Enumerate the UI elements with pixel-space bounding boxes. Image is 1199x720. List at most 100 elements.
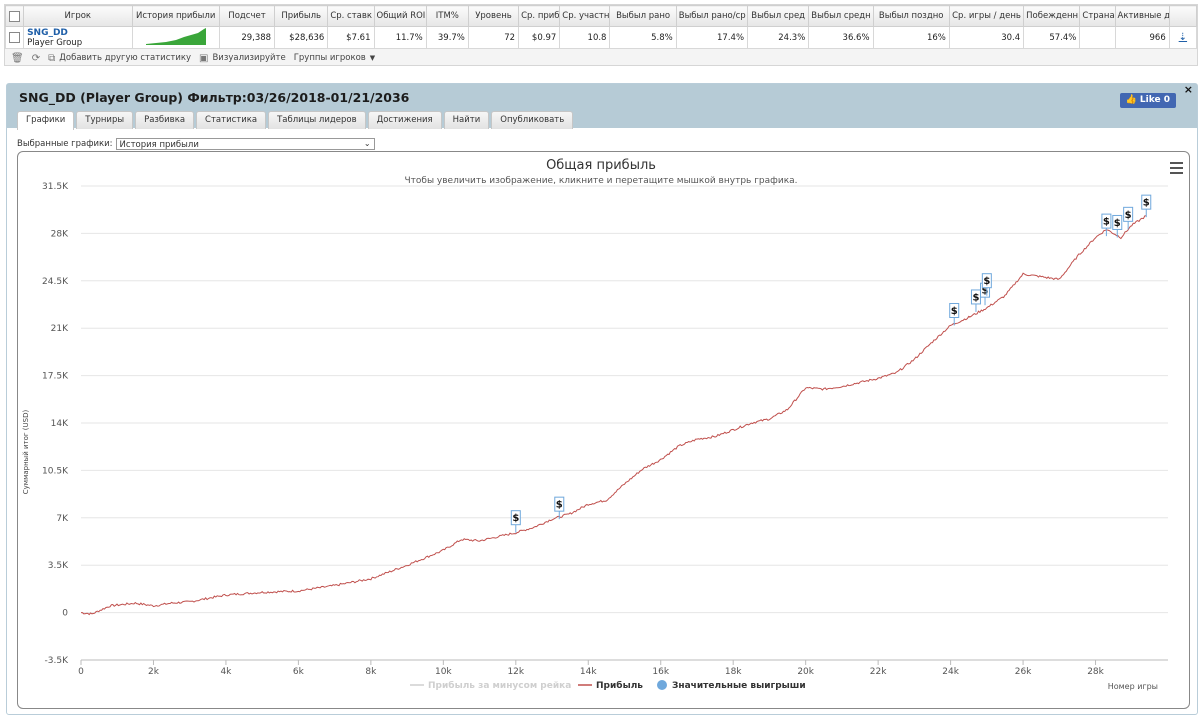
tab-charts[interactable]: Графики [17, 111, 75, 130]
chart-selector-value: История прибыли [119, 140, 199, 150]
col-header[interactable]: Прибыль [274, 5, 329, 27]
col-header[interactable]: Страна [1079, 5, 1116, 27]
x-axis-label: Номер игры [1108, 682, 1158, 691]
col-header[interactable]: Ср. участн [559, 5, 611, 27]
caret-down-icon: ▼ [369, 54, 376, 62]
table-cell: 17.4% [675, 26, 749, 49]
big-win-marker[interactable]: $ [970, 289, 981, 312]
x-tick-label: 18k [725, 667, 742, 677]
stats-header-row: Игрок История прибыли Подсчет Прибыль Ср… [4, 5, 1198, 27]
player-groups-dropdown[interactable]: Группы игроков ▼ [294, 53, 375, 63]
download-cell[interactable]: ⇣ [1168, 26, 1198, 49]
svg-text:$: $ [983, 276, 990, 287]
download-arrow-icon[interactable]: ⇣ [1178, 32, 1188, 43]
y-tick-label: 28K [51, 229, 69, 239]
chart-title: Общая прибыль [546, 158, 656, 173]
svg-text:$: $ [1103, 217, 1110, 228]
player-name-link[interactable]: SNG_DD [27, 27, 68, 38]
row-select-cell[interactable] [4, 26, 25, 49]
big-win-marker[interactable]: $ [949, 302, 960, 326]
tab-search[interactable]: Найти [443, 111, 490, 129]
table-cell: 29,388 [218, 26, 276, 49]
y-axis-label: Суммарный итог (USD) [22, 410, 30, 495]
panel-title: SNG_DD (Player Group) Фильтр:03/26/2018-… [19, 90, 410, 105]
legend-item-big-wins[interactable]: Значительные выигрыши [672, 681, 806, 691]
select-all-header[interactable] [4, 5, 25, 27]
add-stat-label: Добавить другую статистику [59, 53, 192, 63]
row-checkbox[interactable] [9, 32, 21, 43]
tab-tournaments[interactable]: Турниры [76, 111, 134, 129]
tab-publish[interactable]: Опубликовать [491, 111, 574, 129]
col-header[interactable]: История прибыли [131, 5, 220, 27]
tab-leaderboards[interactable]: Таблицы лидеров [268, 111, 366, 129]
x-tick-label: 12k [507, 667, 524, 677]
hamburger-menu-icon[interactable] [1170, 162, 1183, 177]
trash-icon[interactable]: 🗑 [11, 52, 24, 64]
big-win-marker[interactable]: $ [510, 510, 521, 533]
series-line-profit [81, 215, 1147, 616]
profit-sparkline-cell [131, 26, 220, 49]
col-header[interactable]: Ср. приб [518, 5, 561, 27]
svg-text:$: $ [1125, 210, 1132, 221]
chart-legend: Прибыль за минусом рейка Прибыль Значите… [410, 680, 806, 691]
big-win-marker[interactable]: $ [981, 273, 992, 296]
legend-symbol-big-wins [657, 680, 667, 690]
y-tick-label: 0 [62, 609, 68, 619]
visualize-button[interactable]: ▣ Визуализируйте [199, 53, 286, 64]
big-win-marker[interactable]: $ [1141, 194, 1152, 218]
col-header[interactable]: Ср. игры / день [948, 5, 1025, 27]
y-tick-label: 21K [51, 324, 69, 334]
svg-text:$: $ [556, 500, 563, 511]
tab-breakdown[interactable]: Разбивка [135, 111, 195, 129]
stats-panel: Игрок История прибыли Подсчет Прибыль Ср… [4, 4, 1198, 66]
table-cell: $28,636 [274, 26, 329, 49]
legend-item-profit[interactable]: Прибыль [596, 680, 643, 691]
table-cell: 72 [467, 26, 520, 49]
refresh-icon[interactable]: ⟳ [31, 52, 41, 64]
x-tick-label: 28k [1087, 667, 1104, 677]
y-tick-label: 14K [51, 419, 69, 429]
big-win-marker[interactable]: $ [554, 496, 565, 520]
big-win-marker[interactable]: $ [1101, 213, 1112, 237]
select-all-checkbox[interactable] [9, 10, 21, 22]
big-win-marker[interactable]: $ [1123, 206, 1134, 230]
close-icon[interactable]: × [1183, 83, 1193, 96]
player-groups-label: Группы игроков [293, 53, 366, 63]
table-cell: $0.97 [518, 26, 561, 49]
y-tick-label: 7K [56, 514, 69, 524]
big-win-marker[interactable]: $ [1112, 214, 1123, 238]
col-header[interactable]: ITM% [425, 5, 469, 27]
table-cell: 39.7% [425, 26, 469, 49]
facebook-like-button[interactable]: 👍 Like 0 [1119, 93, 1176, 108]
col-header[interactable]: Активные д [1114, 5, 1170, 27]
col-header[interactable]: Выбыл сред [747, 5, 810, 27]
col-header[interactable]: Игрок [23, 5, 133, 27]
col-header[interactable]: Ср. ставк [327, 5, 375, 27]
col-header[interactable]: Выбыл средн [808, 5, 874, 27]
col-header[interactable]: Выбыл рано/ср [675, 5, 749, 27]
svg-text:$: $ [982, 286, 989, 297]
y-tick-label: 3.5K [48, 561, 69, 571]
table-cell: 57.4% [1023, 26, 1081, 49]
svg-text:$: $ [972, 292, 979, 303]
chart-container[interactable]: Общая прибыль Чтобы увеличить изображени… [17, 151, 1190, 709]
tab-achievements[interactable]: Достижения [367, 111, 442, 129]
col-header[interactable]: Подсчет [218, 5, 276, 27]
x-tick-label: 10k [435, 667, 452, 677]
col-header[interactable]: Выбыл поздно [872, 5, 950, 27]
col-header[interactable]: Уровень [467, 5, 520, 27]
col-header[interactable]: Выбыл рано [609, 5, 677, 27]
table-cell: 10.8 [559, 26, 611, 49]
add-stat-button[interactable]: ⧉ Добавить другую статистику [48, 53, 191, 64]
col-header[interactable]: Побежденн [1023, 5, 1081, 27]
legend-item-net-profit[interactable]: Прибыль за минусом рейка [428, 680, 571, 691]
col-header[interactable]: Общий ROI [373, 5, 427, 27]
profit-chart[interactable]: Общая прибыль Чтобы увеличить изображени… [18, 152, 1189, 708]
tab-statistics[interactable]: Статистика [196, 111, 267, 129]
svg-text:$: $ [1114, 218, 1121, 229]
chart-selector-dropdown[interactable]: История прибыли ⌄ [115, 138, 375, 150]
profit-panel: SNG_DD (Player Group) Фильтр:03/26/2018-… [6, 83, 1198, 715]
visualize-label: Визуализируйте [212, 53, 286, 63]
svg-text:$: $ [951, 306, 958, 317]
y-tick-label: 17.5K [42, 372, 69, 382]
